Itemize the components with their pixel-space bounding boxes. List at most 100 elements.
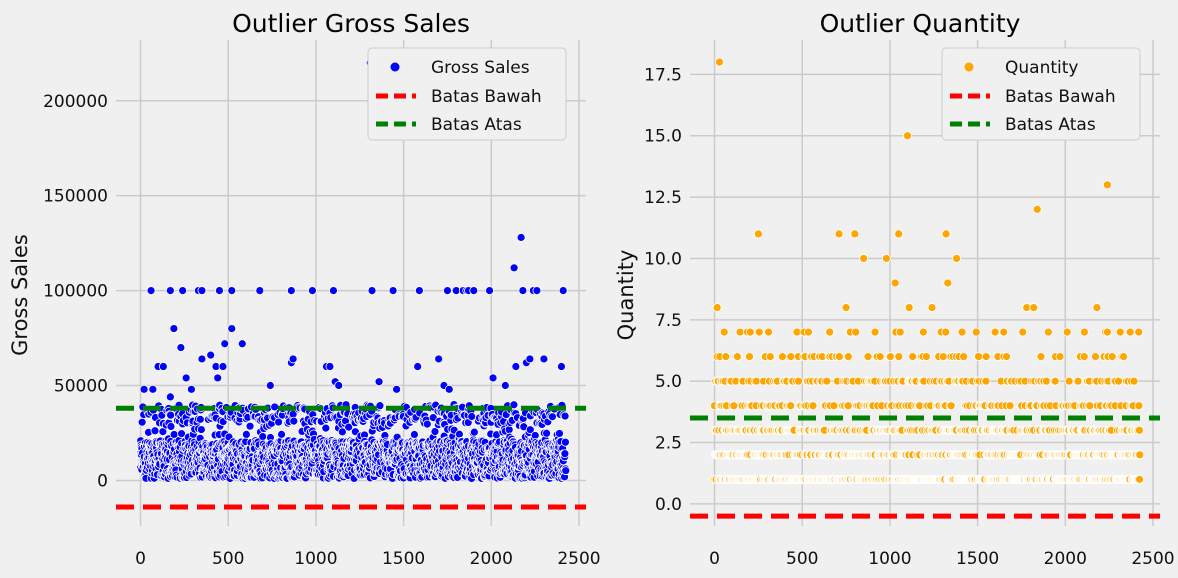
- data-point: [195, 414, 205, 424]
- data-point: [786, 401, 796, 411]
- outlier-point: [367, 286, 377, 295]
- data-point: [764, 327, 773, 337]
- outlier-point: [904, 303, 914, 312]
- legend-label-batas-atas-left: Batas Atas: [431, 115, 522, 135]
- y-tick-label: 50000: [54, 377, 108, 397]
- data-point: [337, 427, 347, 437]
- data-point: [1062, 327, 1072, 337]
- outlier-point: [169, 324, 179, 333]
- outlier-point: [255, 286, 265, 295]
- data-point: [560, 449, 570, 459]
- data-point: [895, 327, 905, 337]
- data-point: [804, 327, 813, 337]
- data-point: [794, 376, 803, 386]
- data-point: [834, 352, 844, 362]
- data-point: [1079, 352, 1089, 362]
- data-point: [321, 423, 331, 433]
- outlier-point: [197, 354, 207, 364]
- outlier-point: [414, 286, 424, 295]
- data-point: [245, 421, 255, 431]
- outlier-point: [509, 263, 519, 273]
- data-point: [166, 422, 176, 431]
- data-point: [1135, 425, 1144, 435]
- outlier-point: [500, 381, 510, 390]
- y-tick-label: 0.0: [655, 495, 682, 515]
- data-point: [561, 466, 571, 476]
- data-point: [1043, 327, 1053, 337]
- data-point: [1055, 352, 1065, 362]
- outlier-point: [165, 392, 175, 402]
- data-point: [560, 411, 570, 421]
- data-point: [1018, 327, 1028, 337]
- data-point: [274, 417, 283, 427]
- data-point: [735, 327, 745, 337]
- data-point: [258, 432, 268, 441]
- x-tick-label: 2000: [470, 549, 513, 569]
- outlier-point: [1102, 327, 1112, 337]
- outlier-point: [288, 354, 298, 364]
- outlier-point: [286, 286, 296, 295]
- data-point: [778, 352, 787, 362]
- data-point: [863, 352, 873, 362]
- data-point: [971, 327, 981, 337]
- legend-marker-gross-sales: [390, 62, 400, 72]
- outlier-point: [894, 229, 904, 239]
- data-point: [542, 428, 552, 438]
- x-tick-label: 500: [786, 549, 818, 569]
- data-point: [241, 430, 251, 439]
- outlier-point: [927, 303, 937, 312]
- outlier-point: [146, 286, 156, 295]
- data-point: [1129, 376, 1139, 386]
- data-point: [469, 427, 479, 437]
- data-point: [555, 429, 564, 438]
- x-tick-label: 1500: [956, 549, 999, 569]
- outlier-point: [187, 384, 196, 394]
- outlier-point: [859, 254, 869, 263]
- data-point: [1107, 352, 1117, 362]
- data-point: [745, 327, 755, 337]
- outlier-point: [890, 278, 900, 288]
- outlier-point: [227, 286, 237, 295]
- data-point: [721, 352, 731, 362]
- data-point: [504, 425, 514, 435]
- data-point: [1085, 401, 1095, 411]
- data-point: [196, 425, 206, 434]
- data-point: [1134, 401, 1144, 411]
- data-point: [1005, 401, 1015, 411]
- data-point: [822, 376, 832, 386]
- data-point: [177, 429, 186, 439]
- data-point: [765, 352, 775, 362]
- data-point: [1080, 327, 1089, 337]
- data-point: [1115, 327, 1125, 337]
- data-point: [957, 327, 967, 337]
- outlier-point: [178, 286, 188, 295]
- data-point: [908, 352, 918, 362]
- data-point: [1114, 376, 1123, 386]
- outlier-point: [215, 286, 224, 295]
- data-point: [1064, 376, 1074, 386]
- data-point: [561, 437, 570, 447]
- data-point: [843, 401, 853, 411]
- outlier-point: [941, 229, 951, 239]
- data-point: [918, 327, 928, 337]
- data-point: [422, 419, 432, 429]
- data-point: [166, 410, 176, 420]
- outlier-point: [388, 286, 398, 295]
- outlier-point: [374, 377, 384, 387]
- data-point: [825, 327, 835, 337]
- data-point: [548, 412, 557, 422]
- data-point: [974, 352, 983, 362]
- outlier-point: [392, 384, 401, 394]
- outlier-point: [213, 373, 223, 383]
- data-point: [1135, 474, 1145, 484]
- outlier-point: [158, 362, 168, 371]
- y-tick-label: 0: [97, 471, 108, 491]
- data-point: [1119, 352, 1129, 362]
- legend-label-gross-sales: Gross Sales: [431, 58, 530, 78]
- outlier-point: [525, 354, 535, 364]
- x-tick-label: 2000: [1044, 549, 1087, 569]
- data-point: [851, 327, 861, 337]
- data-point: [786, 352, 796, 362]
- outlier-point: [558, 286, 568, 295]
